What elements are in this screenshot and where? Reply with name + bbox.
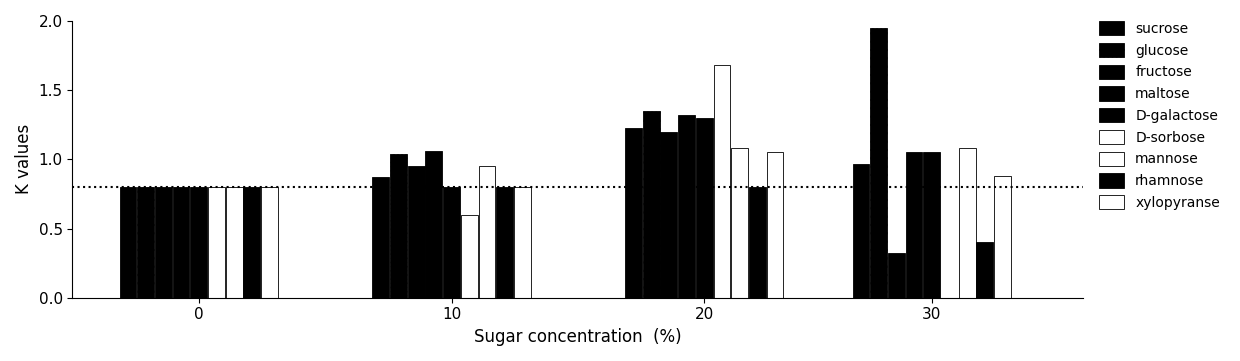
Bar [513, 187, 531, 298]
X-axis label: Sugar concentration  (%): Sugar concentration (%) [474, 328, 682, 346]
Bar [461, 215, 477, 298]
Bar [905, 152, 923, 298]
Bar [208, 187, 224, 298]
Bar [262, 187, 278, 298]
Bar [749, 187, 766, 298]
Legend: sucrose, glucose, fructose, maltose, D-galactose, D-sorbose, mannose, rhamnose, : sucrose, glucose, fructose, maltose, D-g… [1094, 16, 1225, 216]
Bar [443, 187, 460, 298]
Bar [661, 132, 677, 298]
Bar [479, 166, 495, 298]
Bar [226, 187, 243, 298]
Bar [696, 118, 713, 298]
Bar [243, 187, 260, 298]
Bar [732, 148, 748, 298]
Bar [870, 28, 887, 298]
Bar [191, 187, 207, 298]
Bar [976, 242, 993, 298]
Bar [138, 187, 154, 298]
Y-axis label: K values: K values [15, 124, 33, 195]
Bar [425, 151, 443, 298]
Bar [496, 187, 513, 298]
Bar [172, 187, 190, 298]
Bar [119, 187, 136, 298]
Bar [713, 65, 730, 298]
Bar [408, 166, 424, 298]
Bar [155, 187, 172, 298]
Bar [391, 154, 407, 298]
Bar [853, 164, 869, 298]
Bar [372, 177, 389, 298]
Bar [625, 127, 642, 298]
Bar [888, 253, 905, 298]
Bar [642, 111, 660, 298]
Bar [994, 176, 1011, 298]
Bar [766, 152, 784, 298]
Bar [678, 115, 694, 298]
Bar [959, 148, 976, 298]
Bar [924, 152, 940, 298]
